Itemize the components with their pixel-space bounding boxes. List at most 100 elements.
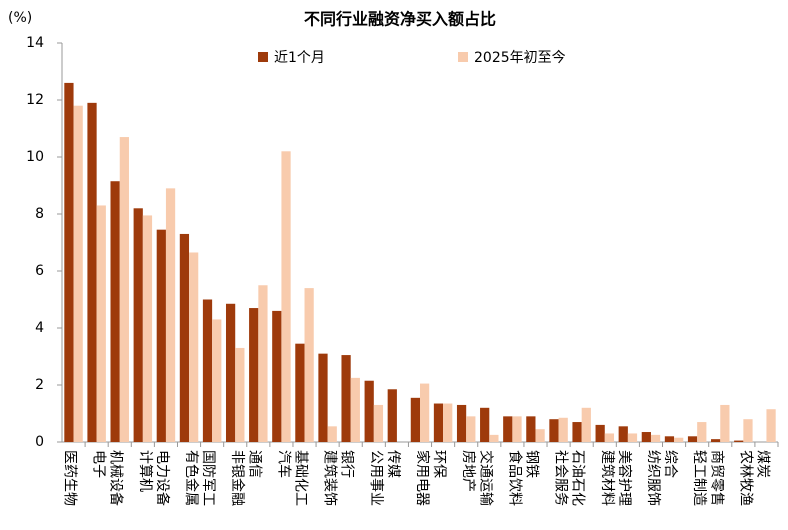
legend-label: 2025年初至今 (474, 49, 566, 66)
bar (466, 416, 476, 442)
bar (595, 424, 605, 442)
bar (618, 426, 628, 442)
bar (734, 440, 744, 442)
bar (387, 389, 397, 442)
y-tick-label: 12 (26, 92, 44, 108)
x-tick-label: 电力设备 (154, 450, 171, 506)
y-tick-label: 2 (35, 377, 44, 393)
bar (641, 432, 651, 442)
x-tick-label: 建筑装饰 (322, 450, 338, 506)
bar (420, 383, 430, 442)
bar (64, 82, 74, 443)
bar (87, 102, 97, 442)
bar (743, 419, 753, 442)
bar (410, 397, 420, 442)
bar (373, 404, 384, 442)
bar (202, 299, 213, 442)
bar (249, 308, 259, 442)
bar (526, 416, 536, 442)
bar (697, 422, 707, 442)
bar (341, 355, 351, 442)
x-tick-label: 银行 (339, 450, 355, 478)
y-tick-label: 14 (26, 35, 44, 51)
x-tick-label: 电子 (91, 450, 107, 478)
x-tick-label: 建筑材料 (599, 450, 615, 506)
bar (443, 403, 453, 442)
x-tick-label: 轻工制造 (691, 450, 707, 506)
x-tick-label: 煤炭 (754, 450, 770, 478)
bar (350, 377, 360, 442)
y-tick-label: 10 (26, 149, 44, 165)
bar (327, 426, 337, 442)
x-tick-label: 石油石化 (570, 450, 586, 506)
bar (674, 437, 684, 442)
bar (189, 252, 199, 442)
bar (535, 429, 545, 442)
x-tick-label: 房地产 (460, 450, 476, 492)
bar (96, 205, 106, 442)
x-tick-label: 纺织服饰 (645, 450, 661, 506)
y-tick-label: 8 (35, 206, 44, 222)
bar (581, 407, 591, 442)
x-tick-label: 钢铁 (523, 450, 539, 478)
bar (558, 417, 568, 442)
x-tick-label: 商贸零售 (708, 450, 724, 506)
legend-label: 近1个月 (274, 50, 325, 66)
bar (489, 434, 499, 442)
bar (687, 436, 698, 442)
y-tick-label: 0 (35, 434, 44, 450)
bar (318, 353, 328, 442)
bar (272, 310, 282, 442)
x-tick-label: 机械设备 (108, 450, 125, 506)
x-tick-label: 美容护理 (616, 450, 633, 506)
bar (549, 419, 559, 442)
bar (179, 233, 190, 442)
bar (235, 347, 245, 442)
x-tick-label: 传媒 (385, 450, 401, 478)
x-tick-label: 公用事业 (368, 450, 384, 506)
x-tick-label: 国防军工 (200, 450, 216, 506)
bar (627, 433, 638, 442)
bar (720, 404, 730, 442)
bar (664, 436, 675, 442)
x-tick-label: 医药生物 (62, 450, 78, 506)
bar (650, 434, 661, 442)
y-tick-label: 6 (35, 263, 44, 279)
bar (304, 288, 314, 442)
bar (119, 137, 129, 443)
bar (604, 433, 615, 442)
bar (110, 181, 120, 442)
x-tick-label: 环保 (431, 450, 447, 478)
bar (512, 416, 522, 442)
y-axis-label: (%) (8, 10, 32, 26)
bar (433, 403, 444, 442)
bar (225, 303, 236, 442)
bar (295, 343, 305, 442)
bar (142, 215, 153, 442)
bar (165, 188, 176, 442)
bar (766, 409, 776, 442)
x-tick-label: 汽车 (275, 450, 292, 478)
x-tick-label: 有色金属 (183, 450, 200, 506)
bar (212, 319, 222, 442)
x-tick-label: 计算机 (137, 450, 153, 492)
bar (364, 380, 374, 442)
x-tick-label: 社会服务 (553, 450, 569, 506)
bar (711, 439, 721, 442)
bar (156, 229, 166, 442)
chart-title: 不同行业融资净买入额占比 (304, 10, 496, 29)
bar (73, 105, 83, 442)
x-tick-label: 交通运输 (477, 450, 494, 506)
bar (480, 407, 490, 442)
x-tick-label: 食品饮料 (506, 450, 523, 506)
y-tick-label: 4 (35, 320, 44, 336)
x-tick-label: 非银金融 (229, 450, 245, 506)
bar (133, 208, 143, 442)
bar (572, 422, 582, 442)
legend-swatch (458, 52, 468, 62)
x-tick-label: 综合 (662, 450, 678, 478)
bar (281, 151, 291, 443)
bar (258, 285, 268, 442)
legend-swatch (258, 52, 268, 62)
